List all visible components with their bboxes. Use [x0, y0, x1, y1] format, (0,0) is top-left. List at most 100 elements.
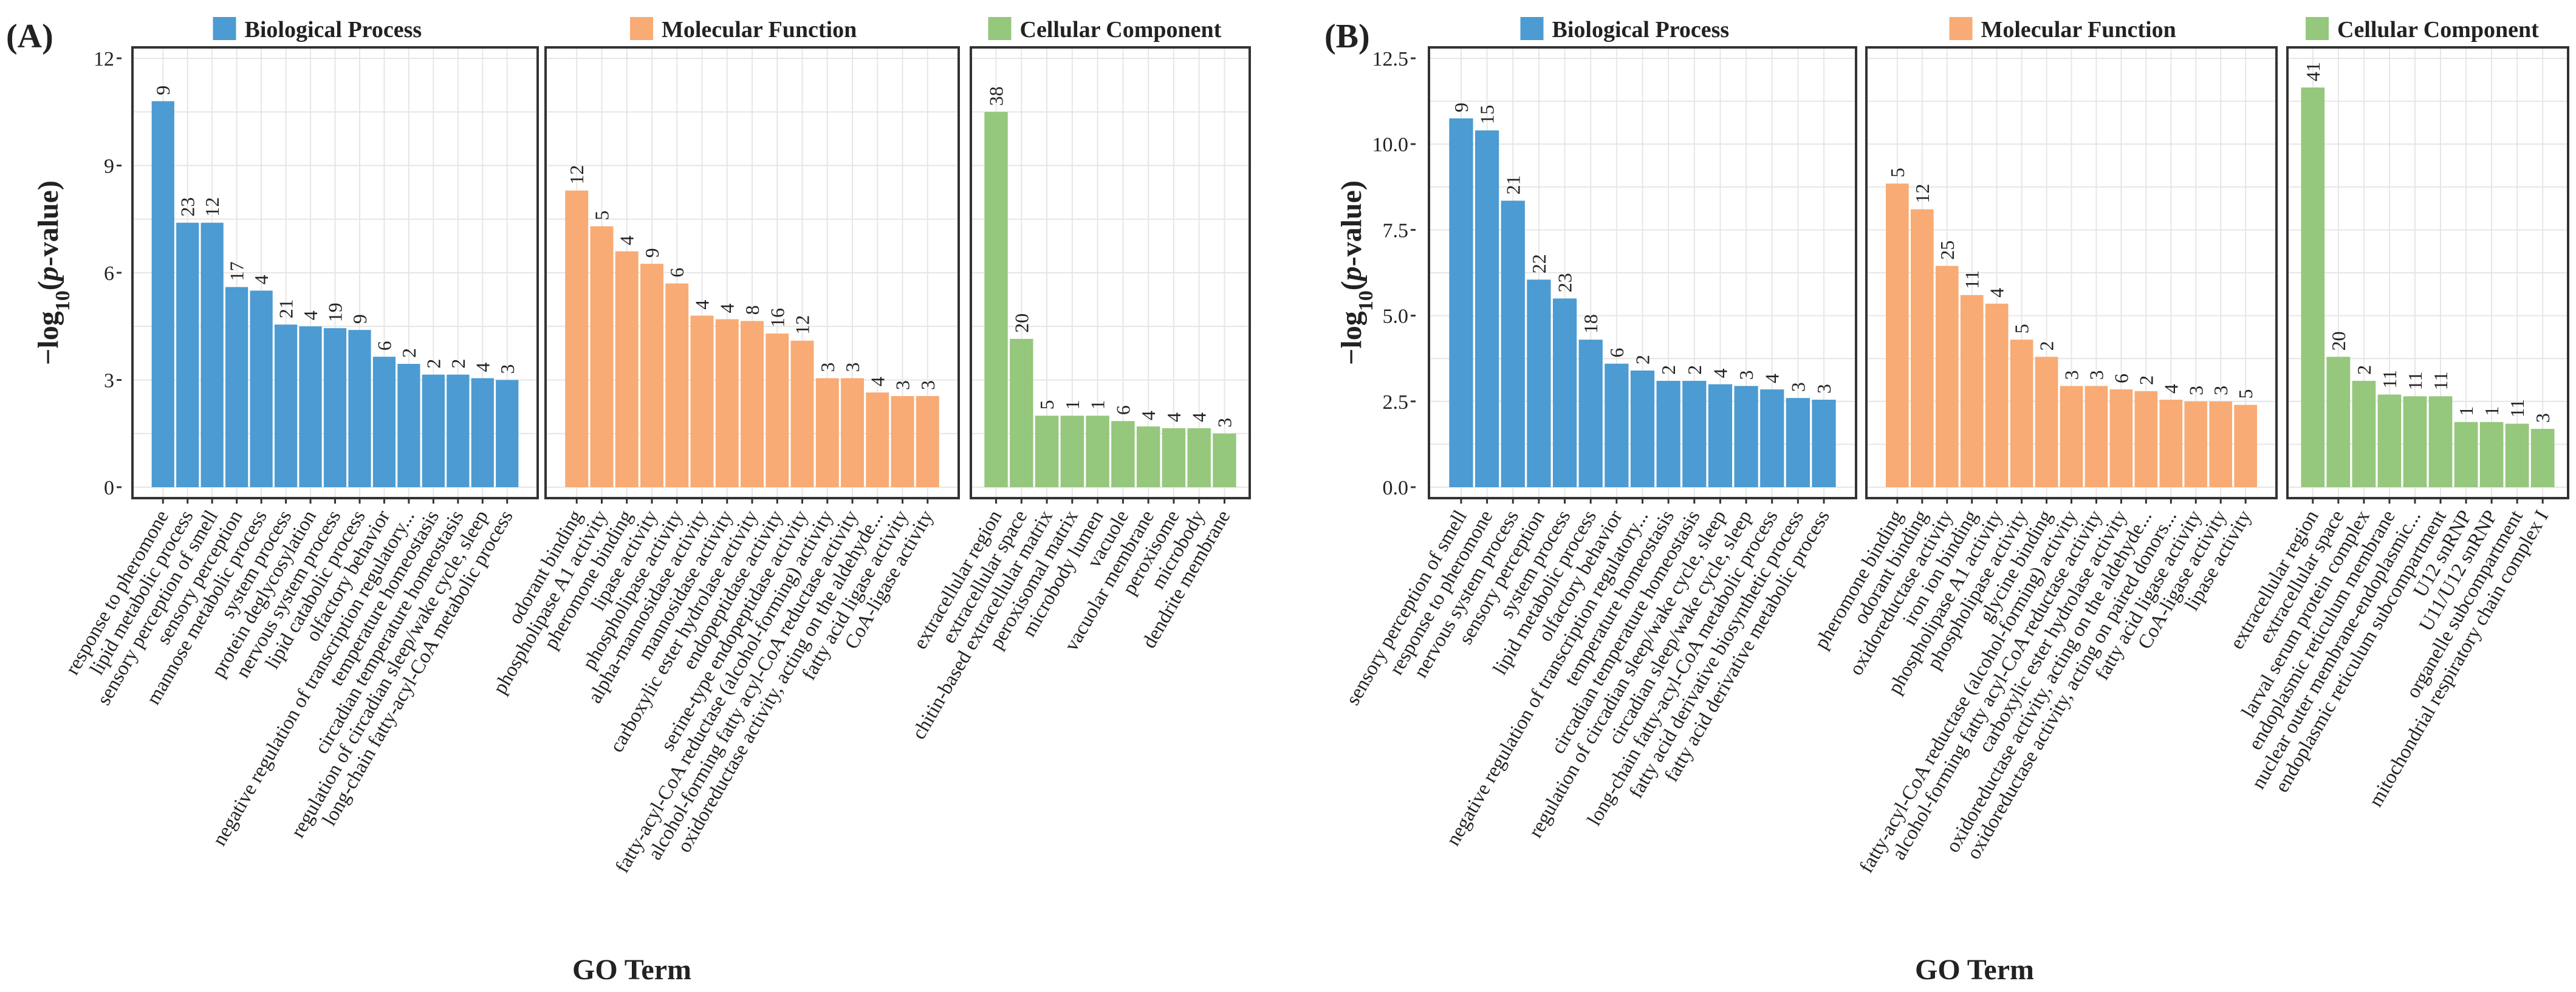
bar — [2377, 394, 2402, 487]
bar-count-label: 2 — [2036, 341, 2058, 351]
y-tick-label: 6 — [104, 262, 114, 285]
bar-count-label: 3 — [817, 363, 838, 372]
bar — [2035, 357, 2058, 487]
legend-swatch — [988, 17, 1012, 40]
bar-count-label: 23 — [1554, 273, 1576, 292]
bar-count-label: 23 — [177, 197, 199, 217]
bar — [891, 395, 914, 487]
bar-count-label: 9 — [1450, 103, 1472, 112]
bar — [766, 334, 789, 487]
bar — [299, 326, 322, 487]
bar — [151, 101, 174, 488]
bar — [1682, 380, 1707, 487]
y-tick-label: 12.5 — [1372, 48, 1409, 70]
bar — [2530, 428, 2555, 487]
y-tick-label: 3 — [104, 370, 114, 392]
bar-count-label: 2 — [447, 359, 469, 369]
bar — [615, 251, 639, 487]
bar-count-label: 3 — [892, 380, 914, 390]
bar — [225, 287, 248, 487]
bar — [1886, 183, 1909, 487]
bar-count-label: 4 — [1163, 412, 1185, 422]
bar-count-label: 4 — [300, 310, 321, 320]
bar — [250, 290, 273, 487]
bar — [1630, 370, 1655, 487]
legend-label: Molecular Function — [662, 17, 857, 43]
legend-label: Biological Process — [1552, 17, 1730, 43]
bar — [2479, 422, 2504, 487]
bar — [471, 378, 494, 487]
bar-count-label: 3 — [2061, 370, 2083, 380]
bar — [1136, 426, 1160, 487]
bar — [1786, 398, 1810, 487]
bar-count-label: 17 — [226, 262, 248, 281]
bar — [1501, 200, 1525, 487]
bar-count-label: 5 — [591, 211, 612, 221]
bar-count-label: 6 — [1606, 348, 1628, 358]
bar — [2159, 399, 2183, 487]
bar-count-label: 3 — [917, 380, 939, 390]
bar-count-label: 8 — [741, 305, 763, 315]
legend-swatch — [2306, 17, 2329, 40]
bar — [1086, 416, 1109, 487]
bar — [1985, 303, 2009, 487]
bar-count-label: 2 — [2135, 375, 2157, 385]
legend-label: Cellular Component — [1020, 17, 1222, 43]
facet-frame — [544, 46, 960, 499]
bar — [2352, 380, 2376, 487]
bar — [1035, 416, 1059, 487]
bar-count-label: 4 — [1986, 288, 2008, 298]
y-tick-label: 12 — [94, 48, 114, 70]
bar-count-label: 2 — [1684, 365, 1705, 375]
bar — [1578, 340, 1603, 487]
bar — [866, 392, 889, 487]
bar-count-label: 38 — [985, 86, 1007, 106]
bar-count-label: 5 — [1036, 400, 1058, 409]
bar-count-label: 15 — [1476, 105, 1498, 125]
bar-count-label: 41 — [2302, 62, 2324, 81]
bar — [715, 319, 739, 487]
bar-count-label: 12 — [201, 197, 223, 217]
bar-count-label: 6 — [373, 341, 395, 351]
y-tick-label: 2.5 — [1383, 391, 1409, 414]
y-tick-label: 0.0 — [1383, 477, 1409, 499]
bar — [1475, 130, 1499, 487]
legend-swatch — [1949, 17, 1973, 40]
bar-count-label: 6 — [1112, 405, 1134, 415]
legend-label: Molecular Function — [1981, 17, 2176, 43]
bar — [1656, 380, 1680, 487]
bar-count-label: 5 — [2235, 389, 2256, 399]
bar — [2084, 386, 2108, 487]
bar-count-label: 18 — [1580, 314, 1601, 334]
bar-count-label: 4 — [1761, 374, 1783, 383]
bar — [565, 190, 589, 487]
bar-count-label: 25 — [1936, 241, 1958, 260]
bar-count-label: 4 — [616, 236, 638, 245]
bar — [916, 395, 939, 487]
bar-count-label: 4 — [2160, 384, 2182, 394]
bar-count-label: 2 — [2353, 365, 2375, 375]
bar-count-label: 1 — [2481, 406, 2502, 416]
bar — [1935, 265, 1959, 487]
bar-count-label: 3 — [841, 363, 863, 372]
bar-count-label: 9 — [349, 314, 371, 324]
bar-count-label: 19 — [324, 303, 346, 322]
facet-frame — [1865, 46, 2278, 499]
bar-count-label: 11 — [1961, 270, 1983, 289]
bar — [2403, 396, 2427, 487]
x-axis-title: GO Term — [1915, 954, 2034, 986]
bar-count-label: 11 — [2506, 399, 2528, 418]
bar-count-label: 9 — [152, 86, 174, 95]
bar-count-label: 20 — [1010, 313, 1032, 333]
bar — [1734, 386, 1758, 487]
bar — [1010, 338, 1033, 487]
bar-count-label: 2 — [1657, 365, 1679, 375]
bar-count-label: 6 — [666, 268, 688, 278]
bar-count-label: 12 — [566, 165, 587, 185]
bar-count-label: 5 — [1886, 168, 1908, 177]
bar — [1812, 399, 1836, 487]
facet-frame — [2286, 46, 2569, 499]
legend-swatch — [1520, 17, 1544, 40]
